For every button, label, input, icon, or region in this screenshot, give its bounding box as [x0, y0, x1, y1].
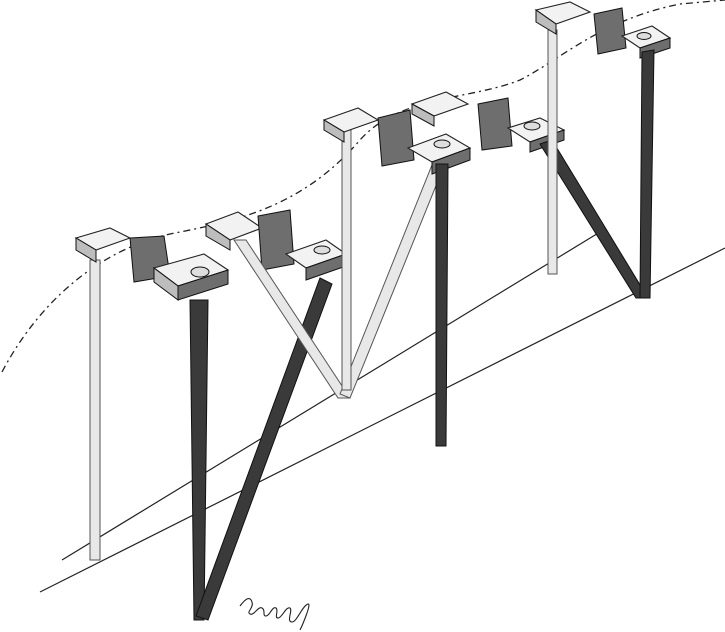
- ground-lines: [39, 231, 725, 593]
- stand-1: [74, 227, 333, 621]
- stand-4: [410, 91, 649, 299]
- signature-text: Joe Yosberg: [240, 628, 245, 631]
- motion-arc: [1, 0, 725, 373]
- stand-3: [322, 107, 472, 447]
- stand-5: [534, 1, 672, 299]
- artist-signature: Joe Yosberg: [239, 597, 310, 631]
- stand-2: [204, 159, 445, 399]
